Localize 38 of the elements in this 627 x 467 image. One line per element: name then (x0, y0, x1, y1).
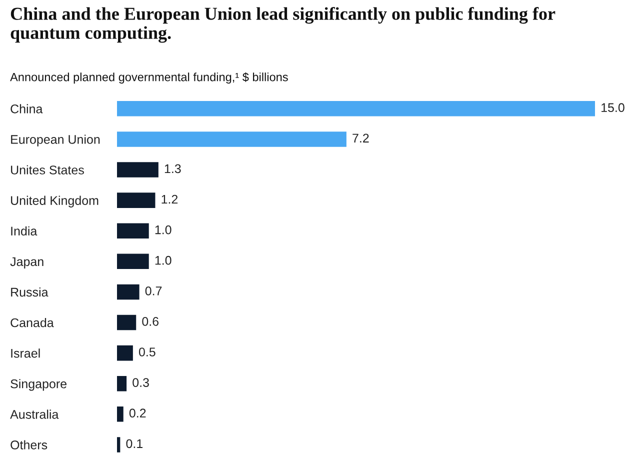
y-tick-label: Japan (10, 257, 44, 269)
bar (117, 254, 149, 270)
data-label: 0.1 (126, 439, 143, 448)
bar (117, 223, 149, 239)
bar (117, 162, 158, 178)
y-tick-label: European Union (11, 134, 100, 146)
y-tick-label: United Kingdom (11, 196, 98, 208)
data-label: 0.6 (142, 317, 159, 326)
y-tick-label: China (10, 104, 43, 114)
data-label: 0.2 (129, 408, 146, 418)
bar (117, 314, 136, 330)
data-label: 15.0 (602, 103, 624, 112)
chart-subtitle: Announced planned governmental funding,¹ $ billions (10, 72, 288, 84)
data-label: 0.7 (145, 286, 162, 296)
y-tick-label: Singapore (10, 379, 66, 391)
bar (117, 132, 346, 147)
bar (117, 376, 127, 392)
y-tick-label: India (11, 226, 38, 236)
data-label: 1.2 (162, 194, 178, 204)
y-tick-label: Australia (10, 410, 59, 419)
bar (117, 284, 140, 300)
y-tick-label: Unites States (11, 165, 84, 174)
bar (117, 192, 156, 208)
data-label: 0.5 (138, 348, 156, 356)
y-tick-label: Others (10, 440, 48, 450)
bar (117, 406, 124, 422)
data-label: 0.3 (132, 378, 149, 387)
y-tick-label: Canada (10, 318, 54, 328)
y-tick-label: Israel (11, 348, 40, 358)
data-label: 1.0 (155, 256, 172, 265)
bar (117, 437, 120, 452)
bar (117, 345, 133, 361)
data-label: 1.3 (164, 164, 181, 174)
bar (117, 101, 595, 116)
data-label: 7.2 (352, 134, 369, 142)
data-label: 1.0 (155, 225, 172, 234)
chart-title: China and the European Union lead significantly on public funding for quantum computing. (10, 7, 556, 43)
y-tick-label: Russia (11, 287, 48, 297)
